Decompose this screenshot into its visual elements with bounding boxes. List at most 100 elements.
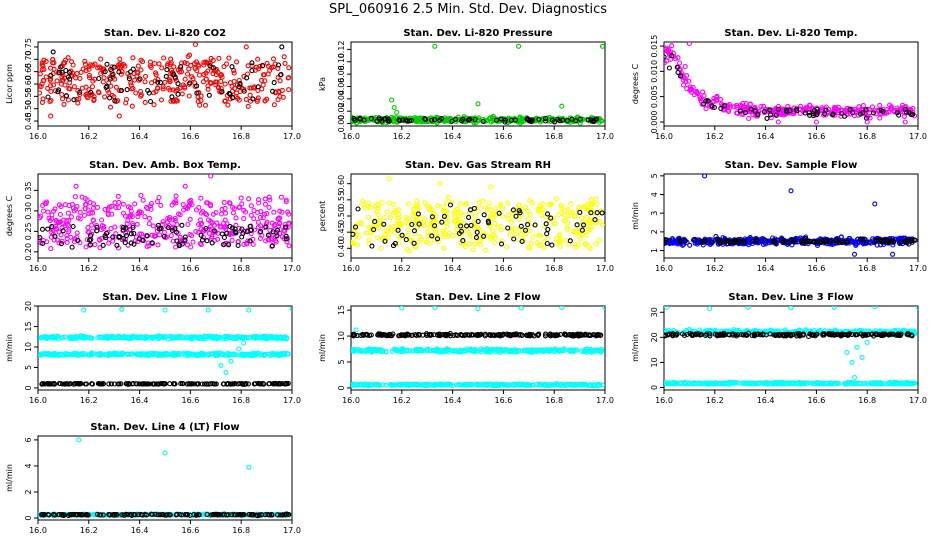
data-point bbox=[107, 95, 113, 101]
data-point bbox=[74, 71, 80, 77]
data-point bbox=[405, 232, 411, 238]
data-point bbox=[207, 80, 213, 86]
data-point bbox=[557, 232, 563, 238]
data-point bbox=[44, 336, 50, 342]
data-point bbox=[544, 211, 551, 217]
data-point bbox=[192, 61, 198, 67]
data-point bbox=[489, 228, 496, 234]
y-tick-label: 0.70 bbox=[24, 50, 33, 68]
data-point bbox=[110, 234, 116, 240]
data-point bbox=[64, 240, 70, 246]
x-tick-label: 16.6 bbox=[181, 132, 199, 141]
data-point bbox=[233, 230, 239, 236]
data-point bbox=[458, 223, 464, 229]
data-point bbox=[565, 212, 571, 219]
data-point bbox=[524, 116, 530, 122]
data-point bbox=[168, 233, 174, 239]
data-point bbox=[529, 200, 535, 206]
data-point bbox=[447, 202, 454, 208]
data-point bbox=[542, 333, 549, 339]
data-point bbox=[398, 349, 404, 355]
data-point bbox=[367, 332, 373, 339]
data-point bbox=[204, 200, 210, 206]
data-point bbox=[831, 104, 837, 111]
data-point bbox=[490, 381, 496, 387]
data-point bbox=[205, 83, 211, 89]
data-point bbox=[106, 90, 112, 96]
data-point bbox=[405, 226, 412, 233]
data-point bbox=[403, 219, 409, 225]
data-point bbox=[88, 242, 94, 248]
data-point bbox=[393, 207, 399, 213]
data-point bbox=[664, 237, 670, 243]
y-tick-label: 0.75 bbox=[24, 38, 33, 56]
data-point bbox=[430, 211, 436, 217]
data-point bbox=[147, 98, 154, 105]
data-point bbox=[433, 230, 439, 236]
data-layer bbox=[664, 306, 918, 387]
data-point bbox=[188, 197, 194, 203]
data-point bbox=[90, 210, 96, 216]
data-point bbox=[164, 351, 170, 357]
data-point bbox=[516, 43, 522, 49]
data-point bbox=[399, 232, 405, 238]
data-point bbox=[105, 206, 111, 212]
data-point bbox=[89, 84, 96, 90]
data-point bbox=[132, 201, 138, 207]
data-point bbox=[228, 358, 234, 364]
data-point bbox=[465, 117, 471, 123]
data-point bbox=[241, 340, 247, 346]
data-point bbox=[189, 74, 195, 80]
data-point bbox=[121, 333, 127, 339]
x-tick-label: 16.8 bbox=[545, 264, 563, 273]
data-point bbox=[496, 210, 502, 216]
data-point bbox=[419, 236, 425, 242]
data-point bbox=[543, 118, 549, 124]
y-axis-label: degrees C bbox=[631, 63, 640, 104]
data-point bbox=[896, 112, 902, 118]
data-point bbox=[579, 215, 585, 221]
data-point bbox=[108, 381, 114, 387]
data-point bbox=[414, 198, 420, 204]
data-point bbox=[368, 116, 374, 122]
data-point bbox=[872, 201, 878, 207]
data-point bbox=[542, 223, 548, 229]
data-point bbox=[352, 332, 358, 338]
data-point bbox=[188, 63, 194, 69]
data-point bbox=[464, 228, 470, 234]
data-point bbox=[257, 235, 263, 241]
data-point bbox=[102, 334, 108, 340]
data-point bbox=[138, 67, 144, 73]
data-point bbox=[567, 238, 573, 244]
data-point bbox=[53, 225, 59, 232]
y-tick-label: 10 bbox=[24, 342, 33, 352]
x-tick-label: 16.6 bbox=[494, 132, 512, 141]
data-point bbox=[121, 235, 127, 241]
data-point bbox=[188, 381, 194, 387]
data-point bbox=[192, 42, 199, 48]
data-point bbox=[563, 332, 569, 338]
data-point bbox=[797, 103, 804, 109]
data-point bbox=[516, 216, 522, 223]
data-point bbox=[441, 245, 447, 251]
data-point bbox=[577, 116, 583, 122]
data-point bbox=[577, 236, 583, 242]
data-point bbox=[551, 221, 557, 227]
data-point bbox=[844, 107, 850, 113]
data-point bbox=[248, 203, 254, 209]
data-point bbox=[559, 306, 565, 311]
data-point bbox=[363, 117, 369, 123]
data-point bbox=[239, 226, 245, 232]
data-point bbox=[164, 219, 170, 225]
data-point bbox=[903, 109, 910, 115]
data-point bbox=[762, 237, 768, 243]
data-point bbox=[487, 200, 493, 206]
y-tick-label: 5 bbox=[650, 173, 659, 178]
data-point bbox=[580, 222, 587, 228]
data-point bbox=[64, 218, 70, 224]
data-point bbox=[225, 381, 231, 387]
data-point bbox=[446, 346, 452, 352]
data-point bbox=[51, 82, 57, 88]
data-point bbox=[863, 115, 869, 121]
data-point bbox=[828, 239, 834, 245]
